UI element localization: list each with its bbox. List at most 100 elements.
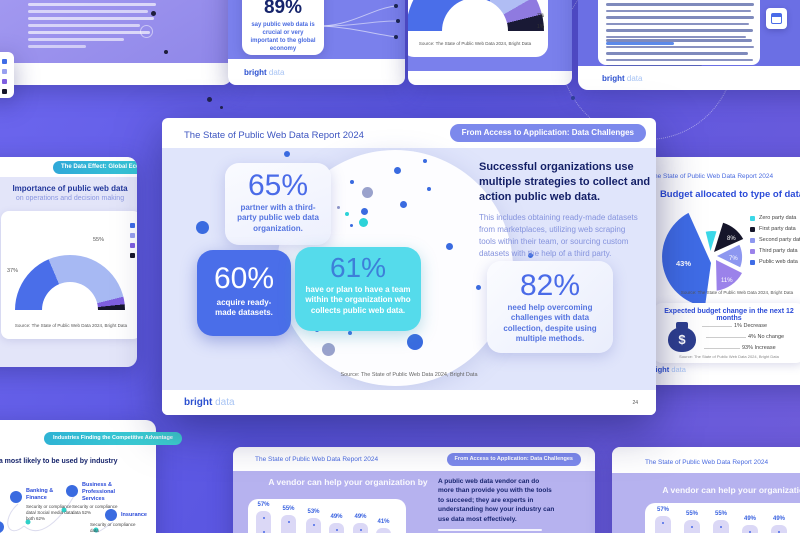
bar-chart-card: 57% 55% 55% 49% 49% 41% xyxy=(645,503,800,533)
window-icon-button[interactable] xyxy=(766,8,787,29)
slide-title: A vendor can help your organization by xyxy=(662,485,800,495)
slide-footer: bright data xyxy=(228,59,405,85)
legend-label: Public web data xyxy=(759,259,798,265)
dot xyxy=(337,206,340,209)
gauge-label: 7% xyxy=(537,13,545,19)
bar-value-label: 55% xyxy=(685,511,698,517)
stat-caption: have or plan to have a team within the o… xyxy=(305,285,411,315)
legend-swatch xyxy=(750,216,755,221)
gauge-card: 7% 1% Source: The State of Public Web Da… xyxy=(408,0,548,57)
slide-mid-left[interactable]: The Data Effect: Global Economy Importan… xyxy=(0,157,137,367)
bar xyxy=(376,528,391,533)
brightdata-logo: bright data xyxy=(184,397,235,408)
dot xyxy=(423,159,427,163)
dot xyxy=(571,96,575,100)
dot xyxy=(528,253,533,258)
legend-swatch xyxy=(2,59,7,64)
bar xyxy=(256,511,271,533)
gauge-label: 1% xyxy=(537,24,545,30)
source-note: Source: The State of Public Web Data 202… xyxy=(340,372,478,378)
page-number: 24 xyxy=(632,400,638,406)
budget-item: 1% Decrease xyxy=(734,323,768,329)
dot xyxy=(345,212,349,216)
text-card xyxy=(598,0,760,68)
slide-bottom-center[interactable]: The State of Public Web Data Report 2024… xyxy=(233,447,595,533)
dot xyxy=(394,167,401,174)
ring-decor xyxy=(140,25,153,38)
bar xyxy=(684,520,700,533)
slide-top-center[interactable]: 89% say public web data is crucial or ve… xyxy=(228,0,405,85)
money-bag-icon: $ xyxy=(666,320,698,354)
panel-heading: Successful organizations use multiple st… xyxy=(479,161,651,203)
brightdata-logo: bright data xyxy=(602,74,643,83)
source-note: Source: The State of Public Web Data 202… xyxy=(418,41,532,46)
window-icon xyxy=(771,13,782,24)
slide-bottom-left[interactable]: Industries Finding the Competitive Advan… xyxy=(0,420,182,533)
industry-label: Communications xyxy=(0,524,14,530)
slide-mid-right[interactable]: The State of Public Web Data Report 2024… xyxy=(642,157,800,385)
slide-header xyxy=(612,447,800,473)
footnote-placeholder xyxy=(438,529,548,533)
industry-note: Security or compliance data 52% xyxy=(72,504,118,515)
legend-label: First party data xyxy=(759,226,796,232)
stat-card-65: 65% partner with a third-party public we… xyxy=(225,163,331,245)
svg-text:8%: 8% xyxy=(727,236,736,242)
panel-body: This includes obtaining ready-made datas… xyxy=(479,213,638,258)
chart-subtitle: on operations and decision making xyxy=(15,195,125,202)
bar xyxy=(353,523,368,533)
bar xyxy=(771,525,787,533)
industry-node xyxy=(66,485,78,497)
bar-value-label: 41% xyxy=(377,519,390,525)
section-badge: The Data Effect: Global Economy xyxy=(53,161,137,174)
slide-center-focused[interactable]: The State of Public Web Data Report 2024… xyxy=(162,118,656,415)
legend-swatch xyxy=(750,227,755,232)
legend-swatch xyxy=(2,79,7,84)
slide-header-title: The State of Public Web Data Report 2024 xyxy=(645,459,769,466)
legend-swatch xyxy=(750,238,755,243)
slide-top-right[interactable]: bright data xyxy=(578,0,800,90)
slide-footer xyxy=(408,71,572,85)
stat-value: 82% xyxy=(519,269,581,302)
dot xyxy=(361,208,368,215)
stat-value: 61% xyxy=(329,252,387,283)
legend-swatch xyxy=(2,89,7,94)
slide-footer: bright data xyxy=(578,66,800,90)
bar-value-label: 53% xyxy=(307,509,320,515)
dot xyxy=(220,106,223,109)
dot xyxy=(350,224,353,227)
section-badge: From Access to Application: Data Challen… xyxy=(449,124,646,142)
svg-text:7%: 7% xyxy=(729,256,738,262)
stat-card-89: 89% say public web data is crucial or ve… xyxy=(242,0,324,55)
dot xyxy=(350,180,354,184)
stat-card-61: 61% have or plan to have a team within t… xyxy=(295,247,421,331)
dot xyxy=(427,187,431,191)
dot xyxy=(151,11,156,16)
slide-title: A vendor can help your organization by xyxy=(268,477,428,487)
svg-text:11%: 11% xyxy=(721,278,733,284)
legend-label: Zero party data xyxy=(759,215,797,221)
legend-label: Second party data xyxy=(759,237,800,243)
slide-bottom-right[interactable]: The State of Public Web Data Report 2024… xyxy=(612,447,800,533)
slide-top-gauge[interactable]: 7% 1% Source: The State of Public Web Da… xyxy=(408,0,572,85)
stat-caption: need help overcoming challenges with dat… xyxy=(503,303,597,344)
bar xyxy=(742,525,758,533)
slide-footer: bright data 24 xyxy=(162,390,656,415)
section-badge: From Access to Application: Data Challen… xyxy=(446,453,581,466)
legend-swatch xyxy=(750,260,755,265)
legend-label: Third party data xyxy=(759,248,798,254)
rose-pie-chart: 43% 8% 7% 11% xyxy=(662,212,744,307)
slide-left-sliver[interactable] xyxy=(0,52,14,98)
bar-value-label: 49% xyxy=(330,514,343,520)
dot xyxy=(400,201,407,208)
industry-node xyxy=(10,491,22,503)
connector-curves xyxy=(0,495,114,533)
slide-top-left[interactable] xyxy=(0,0,232,85)
legend-swatch xyxy=(130,243,135,248)
dot xyxy=(164,50,168,54)
bar-value-label: 55% xyxy=(282,506,295,512)
slide-title: Type of data most likely to be used by i… xyxy=(0,458,118,465)
bar-value-label: 57% xyxy=(257,502,270,508)
slide-header-title: The State of Public Web Data Report 2024 xyxy=(255,456,379,463)
source-note: Source: The State of Public Web Data 202… xyxy=(14,323,128,328)
legend-swatch xyxy=(130,223,135,228)
